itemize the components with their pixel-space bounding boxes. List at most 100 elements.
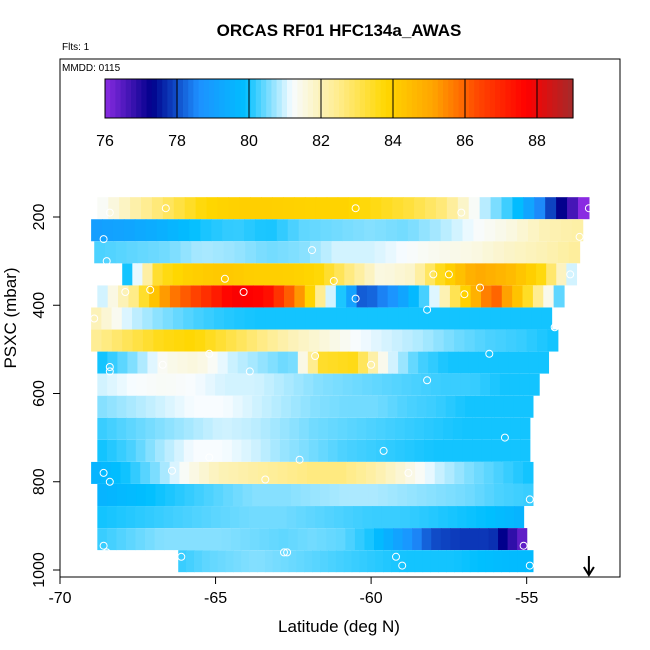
heatmap-cell (385, 439, 396, 462)
heatmap-cell (347, 417, 358, 440)
heatmap-cell (173, 506, 184, 529)
sample-circle (525, 561, 534, 570)
heatmap-cell (346, 285, 358, 308)
heatmap-cell (478, 351, 489, 374)
heatmap-cell (192, 528, 203, 551)
heatmap-cell (331, 219, 343, 242)
heatmap-cell (481, 417, 492, 440)
sample-circle (550, 323, 559, 332)
heatmap-cell (111, 329, 123, 352)
heatmap-cell (402, 528, 413, 551)
heatmap-cell (327, 417, 339, 440)
heatmap-cell (346, 307, 358, 330)
heatmap-cell (431, 373, 442, 396)
heatmap-cell (316, 307, 328, 330)
heatmap-cell (532, 285, 544, 308)
heatmap-cell (254, 373, 265, 396)
sample-circle (566, 270, 575, 279)
heatmap-cell (197, 351, 209, 374)
heatmap-cell (242, 395, 253, 418)
heatmap-cell (429, 219, 442, 242)
heatmap-cell (277, 329, 289, 352)
heatmap-cell (224, 373, 236, 396)
colorbar-segment (146, 79, 153, 118)
sample-markers (90, 204, 593, 570)
sample-circle (205, 349, 214, 358)
heatmap-cell (221, 528, 232, 551)
heatmap-cell (374, 528, 385, 551)
heatmap-cell (220, 506, 231, 529)
heatmap-cell (414, 439, 425, 462)
heatmap-cell (135, 528, 146, 551)
heatmap-cell (471, 241, 484, 264)
heatmap-cell (296, 506, 307, 529)
heatmap-cell (357, 307, 368, 330)
heatmap-cell (523, 197, 535, 220)
heatmap-cell (136, 395, 147, 418)
heatmap-cell (568, 241, 581, 264)
heatmap-cell (337, 197, 350, 220)
heatmap-cell (97, 483, 108, 506)
heatmap-cell (505, 263, 517, 286)
heatmap-cell (383, 528, 394, 551)
heatmap-cell (240, 528, 251, 551)
heatmap-cell (523, 395, 534, 418)
heatmap-cell (286, 506, 297, 529)
heatmap-cell (289, 417, 300, 440)
heatmap-cell (402, 329, 414, 352)
sample-circle (102, 548, 111, 557)
heatmap-cell (177, 351, 189, 374)
heatmap-cell (522, 285, 534, 308)
heatmap-cell (183, 528, 194, 551)
heatmap-cell (398, 351, 409, 374)
heatmap-cell (490, 373, 501, 396)
heatmap-cell (495, 506, 506, 529)
heatmap-cell (391, 329, 403, 352)
heatmap-cell (307, 528, 318, 551)
heatmap-cell (416, 395, 428, 418)
heatmap-cell (457, 506, 468, 529)
heatmap-cell (154, 506, 165, 529)
heatmap-cell (398, 550, 408, 573)
heatmap-cell (172, 263, 184, 286)
heatmap-cell (237, 351, 249, 374)
colorbar-segment (541, 79, 548, 118)
heatmap-cell (153, 329, 165, 352)
heatmap-cell (182, 506, 193, 529)
heatmap-cell (107, 483, 118, 506)
heatmap-cell (125, 528, 137, 551)
colorbar-segment (287, 79, 293, 118)
colorbar-segment (443, 79, 449, 118)
heatmap-cell (480, 373, 491, 396)
heatmap-cell (264, 550, 274, 573)
heatmap-cell (414, 550, 424, 573)
colorbar-segment (469, 79, 475, 118)
heatmap-cell (190, 285, 202, 308)
heatmap-cell (91, 329, 103, 352)
heatmap-cell (230, 528, 242, 551)
heatmap-cell (337, 439, 348, 462)
heatmap-cell (372, 506, 383, 529)
heatmap-cell (184, 395, 195, 418)
heatmap-cell (418, 219, 431, 242)
y-tick-label: 800 (31, 468, 48, 495)
heatmap-cell (193, 439, 204, 462)
heatmap-cell (424, 461, 436, 484)
heatmap-cell (504, 506, 515, 529)
heatmap-cell (277, 351, 289, 374)
heatmap-cell (145, 483, 157, 506)
heatmap-cell (169, 285, 181, 308)
sample-circle (121, 288, 130, 296)
heatmap-cell (506, 219, 518, 242)
colorbar-segment (500, 79, 506, 118)
heatmap-cell (407, 483, 418, 506)
heatmap-cell (485, 550, 495, 573)
heatmap-cell (483, 461, 495, 484)
heatmap-cell (227, 351, 239, 374)
colorbar-tick-label: 84 (384, 133, 402, 150)
heatmap-cell (136, 483, 147, 506)
heatmap-cell (375, 550, 384, 573)
heatmap-cell (403, 197, 415, 220)
heatmap-cell (126, 439, 137, 462)
heatmap-cell (97, 197, 109, 220)
